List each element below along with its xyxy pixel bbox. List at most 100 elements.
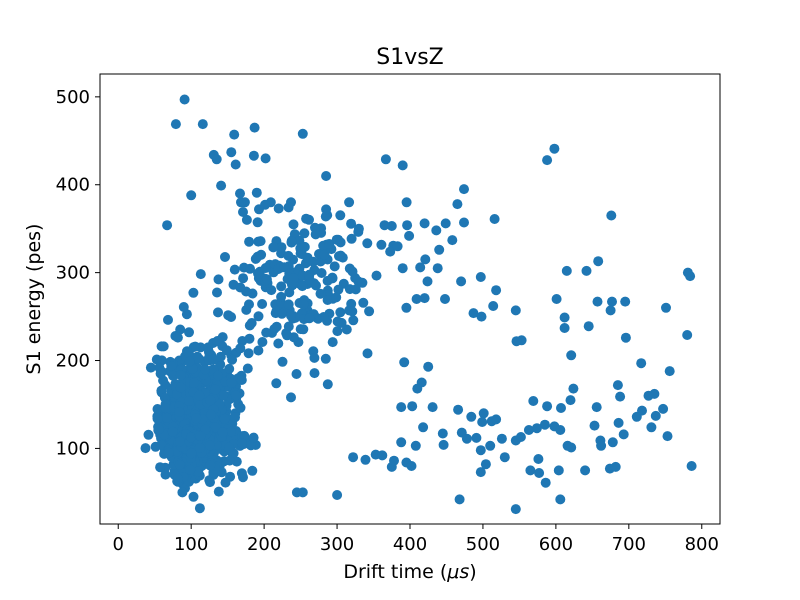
data-point xyxy=(174,459,185,470)
data-point xyxy=(332,326,343,337)
data-point xyxy=(220,477,231,488)
data-point xyxy=(488,301,499,311)
data-point xyxy=(249,122,260,133)
data-point xyxy=(174,406,185,417)
data-point xyxy=(160,403,171,414)
data-point xyxy=(309,368,320,379)
data-point xyxy=(288,273,299,284)
data-point xyxy=(347,266,358,277)
data-point xyxy=(153,424,164,435)
data-point xyxy=(283,321,294,332)
data-point xyxy=(318,312,329,322)
data-point xyxy=(311,280,321,291)
data-point xyxy=(166,361,177,371)
data-point xyxy=(580,465,591,476)
data-point xyxy=(581,265,592,276)
data-point xyxy=(533,454,544,464)
data-point xyxy=(315,288,326,299)
data-point xyxy=(466,411,477,422)
data-point xyxy=(211,154,222,165)
data-point xyxy=(480,459,491,470)
data-point xyxy=(253,311,264,322)
data-point xyxy=(542,155,553,166)
data-point xyxy=(255,236,266,247)
data-point xyxy=(346,233,357,244)
data-point xyxy=(195,430,206,441)
data-point xyxy=(304,270,315,281)
data-point xyxy=(583,321,594,332)
data-point xyxy=(195,269,206,280)
data-point xyxy=(620,296,631,307)
data-point xyxy=(213,274,224,285)
data-point xyxy=(549,143,560,154)
data-point xyxy=(244,236,255,247)
data-point xyxy=(447,235,458,246)
data-point xyxy=(261,274,272,285)
data-point xyxy=(607,437,618,448)
data-point xyxy=(555,494,566,505)
data-point xyxy=(551,294,562,304)
data-point xyxy=(407,401,418,412)
data-point xyxy=(385,246,396,257)
data-point xyxy=(422,276,433,287)
data-point xyxy=(636,358,647,369)
data-point xyxy=(332,490,343,500)
data-point xyxy=(257,337,268,347)
data-point xyxy=(298,324,309,335)
data-point xyxy=(224,363,235,374)
data-point xyxy=(321,204,332,215)
data-point xyxy=(286,310,296,321)
data-point xyxy=(268,242,279,253)
data-point xyxy=(151,354,162,365)
data-point xyxy=(199,364,210,375)
data-point xyxy=(346,218,357,229)
x-axis-label-prefix: Drift time ( xyxy=(343,561,447,583)
data-point xyxy=(183,348,194,359)
data-point xyxy=(223,310,234,321)
data-point xyxy=(251,187,262,198)
data-point xyxy=(542,401,553,412)
data-point xyxy=(282,330,292,341)
data-point xyxy=(188,491,199,502)
data-point xyxy=(213,370,224,381)
y-tick-label: 100 xyxy=(56,438,90,459)
data-point xyxy=(260,153,271,164)
data-point xyxy=(186,432,197,443)
data-point xyxy=(174,436,185,447)
data-point xyxy=(203,346,214,357)
data-point xyxy=(173,473,184,484)
data-point xyxy=(559,323,570,333)
data-point xyxy=(297,487,308,498)
data-point xyxy=(566,442,577,453)
data-point xyxy=(253,268,263,279)
data-point xyxy=(411,294,422,304)
chart-title: S1vsZ xyxy=(376,45,444,70)
data-point xyxy=(434,244,445,255)
data-point xyxy=(291,369,302,379)
data-point xyxy=(299,241,310,252)
data-point xyxy=(277,356,288,367)
data-point xyxy=(397,160,408,171)
data-point xyxy=(331,292,342,303)
data-point xyxy=(230,159,241,170)
data-point xyxy=(335,307,346,318)
data-point xyxy=(183,396,194,406)
data-point xyxy=(193,466,204,477)
data-point xyxy=(197,119,208,130)
data-point xyxy=(371,270,382,281)
data-point xyxy=(402,220,413,231)
data-point xyxy=(360,454,371,465)
data-point xyxy=(661,302,671,313)
data-point xyxy=(161,412,172,423)
data-point xyxy=(612,380,623,391)
data-point xyxy=(646,422,657,433)
data-point xyxy=(184,356,195,367)
data-point xyxy=(217,427,228,438)
x-axis-label: Drift time (μs) xyxy=(343,561,476,583)
data-point xyxy=(593,256,604,267)
y-axis-label: S1 energy (pes) xyxy=(23,224,45,375)
data-point xyxy=(254,204,264,215)
data-point xyxy=(238,207,248,217)
data-point xyxy=(589,420,600,431)
data-point xyxy=(213,486,224,497)
